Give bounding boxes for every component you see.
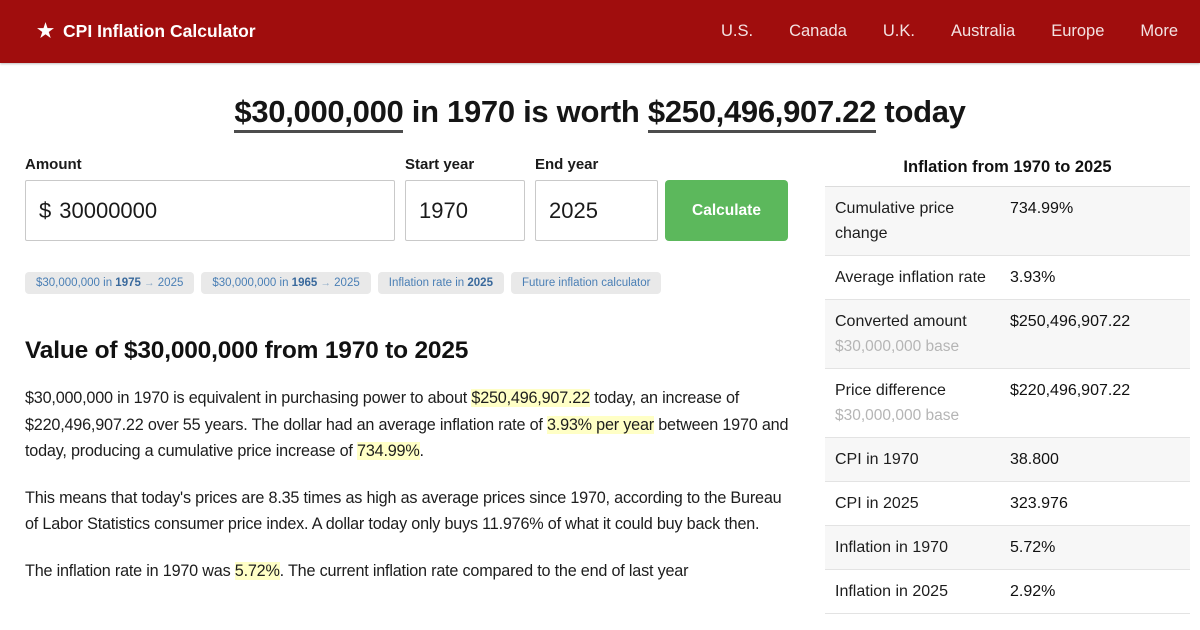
amount-field-group: Amount $: [25, 156, 395, 241]
article-paragraph: The inflation rate in 1970 was 5.72%. Th…: [25, 558, 790, 585]
summary-row-label: Price difference $30,000,000 base: [835, 378, 1010, 428]
amount-input[interactable]: [59, 181, 394, 240]
star-icon: ★: [37, 21, 55, 42]
page-title: $30,000,000 in 1970 is worth $250,496,90…: [0, 94, 1200, 133]
amount-label: Amount: [25, 156, 82, 173]
quick-links: $30,000,000 in 1975 → 2025 $30,000,000 in…: [25, 272, 790, 294]
paragraph-text: This means that today's prices are 8.35 …: [25, 488, 782, 534]
summary-row-label: CPI in 1970: [835, 451, 919, 468]
summary-table-title: Inflation from 1970 to 2025: [903, 158, 1112, 176]
start-year-label: Start year: [405, 156, 475, 173]
title-text: today: [876, 94, 966, 129]
paragraph-text: $30,000,000 in 1970 is equivalent in pur…: [25, 389, 472, 407]
start-year-field-group: Start year: [405, 156, 525, 241]
currency-prefix: $: [39, 197, 52, 223]
article-paragraph: This means that today's prices are 8.35 …: [25, 485, 790, 538]
summary-row-sublabel: $30,000,000 base: [835, 338, 960, 355]
summary-row-label: CPI in 2025: [835, 495, 919, 512]
title-text: in 1970 is worth: [403, 94, 648, 129]
article-paragraph: $30,000,000 in 1970 is equivalent in pur…: [25, 385, 790, 465]
pill-text: 2025: [330, 277, 360, 289]
highlighted-value: 734.99%: [357, 442, 420, 460]
site-logo[interactable]: ★ CPI Inflation Calculator: [37, 21, 256, 42]
paragraph-text: .: [419, 442, 425, 460]
highlighted-value: 3.93% per year: [546, 415, 654, 434]
summary-row-label: Inflation in 2025: [835, 583, 948, 600]
pill-text: 2025: [467, 277, 493, 289]
pill-text: $30,000,000 in: [212, 277, 292, 289]
main-column: Amount $ Start year End year Calculate: [25, 156, 790, 584]
summary-row-value: 734.99%: [1010, 200, 1074, 217]
summary-row-value: 323.976: [1010, 495, 1068, 512]
summary-row: Inflation in 2025 2.92%: [825, 570, 1190, 614]
summary-row-sublabel: $30,000,000 base: [835, 407, 960, 424]
summary-row: CPI in 1970 38.800: [825, 438, 1190, 482]
nav-item-canada[interactable]: Canada: [789, 22, 847, 40]
inflation-summary-panel: Inflation from 1970 to 2025 Cumulative p…: [825, 156, 1190, 614]
top-navigation-bar: ★ CPI Inflation Calculator U.S. Canada U.K…: [0, 0, 1200, 63]
summary-row: Cumulative price change 734.99%: [825, 187, 1190, 256]
start-year-input-box[interactable]: [405, 180, 525, 241]
quick-link-pill[interactable]: Inflation rate in 2025: [377, 272, 504, 294]
calculate-button[interactable]: Calculate: [665, 180, 788, 241]
article-body: $30,000,000 in 1970 is equivalent in pur…: [25, 385, 790, 584]
summary-row-label: Cumulative price change: [835, 200, 955, 242]
summary-row-value: 38.800: [1010, 451, 1059, 468]
summary-row-value: 5.72%: [1010, 539, 1056, 556]
summary-row-value: 3.93%: [1010, 269, 1056, 286]
summary-row: Average inflation rate 3.93%: [825, 256, 1190, 300]
primary-nav: U.S. Canada U.K. Australia Europe More: [703, 22, 1196, 41]
pill-text: $30,000,000 in: [36, 277, 116, 289]
paragraph-text: today, an increase of $220,496,907.22 ov…: [25, 389, 740, 434]
inflation-calculator-form: Amount $ Start year End year Calculate: [25, 156, 790, 241]
summary-table: Cumulative price change 734.99% Average in…: [825, 186, 1190, 614]
pill-text: Future inflation calculator: [521, 277, 651, 289]
pill-text: 2025: [154, 277, 184, 289]
nav-item-us[interactable]: U.S.: [720, 22, 754, 40]
summary-row: Converted amount $30,000,000 base $250,496…: [825, 300, 1190, 369]
nav-item-europe[interactable]: Europe: [1051, 22, 1105, 40]
pill-text: 1965: [291, 277, 318, 289]
summary-row: Price difference $30,000,000 base $220,496…: [825, 369, 1190, 438]
end-year-label: End year: [535, 156, 599, 173]
highlighted-value: 5.72%: [234, 561, 280, 580]
pill-text: Inflation rate in: [388, 277, 468, 289]
pill-text: 1975: [115, 277, 141, 289]
title-amount: $30,000,000: [234, 94, 404, 133]
summary-row-label: Converted amount $30,000,000 base: [835, 309, 1010, 359]
end-year-input-box[interactable]: [535, 180, 658, 241]
summary-row: CPI in 2025 323.976: [825, 482, 1190, 526]
quick-link-pill[interactable]: $30,000,000 in 1975 → 2025: [25, 272, 195, 294]
nav-item-more[interactable]: More: [1140, 22, 1178, 40]
paragraph-text: between 1970 and today, producing a cumu…: [25, 415, 789, 461]
amount-input-box[interactable]: $: [25, 180, 395, 241]
content-area: Amount $ Start year End year Calculate: [0, 156, 1200, 614]
paragraph-text: . The current inflation rate compared to…: [279, 561, 689, 580]
summary-row-label: Inflation in 1970: [835, 539, 948, 556]
highlighted-value: $250,496,907.22: [471, 389, 590, 407]
summary-row-label: Average inflation rate: [835, 269, 986, 286]
quick-link-pill[interactable]: $30,000,000 in 1965 → 2025: [201, 272, 371, 294]
title-amount: $250,496,907.22: [647, 94, 876, 133]
arrow-right-icon: →: [320, 277, 331, 289]
summary-row-value: 2.92%: [1010, 583, 1056, 600]
start-year-input[interactable]: [419, 181, 524, 240]
summary-row: Inflation in 1970 5.72%: [825, 526, 1190, 570]
site-logo-label: CPI Inflation Calculator: [63, 21, 256, 41]
nav-item-uk[interactable]: U.K.: [882, 22, 915, 40]
end-year-field-group: End year: [535, 156, 658, 241]
arrow-right-icon: →: [144, 277, 155, 289]
paragraph-text: The inflation rate in 1970 was: [25, 561, 235, 580]
quick-link-pill[interactable]: Future inflation calculator: [510, 272, 662, 294]
summary-row-value: $250,496,907.22: [1010, 313, 1131, 330]
section-heading: Value of $30,000,000 from 1970 to 2025: [25, 337, 469, 364]
end-year-input[interactable]: [549, 181, 657, 240]
summary-row-value: $220,496,907.22: [1010, 382, 1131, 399]
nav-item-australia[interactable]: Australia: [950, 22, 1016, 40]
